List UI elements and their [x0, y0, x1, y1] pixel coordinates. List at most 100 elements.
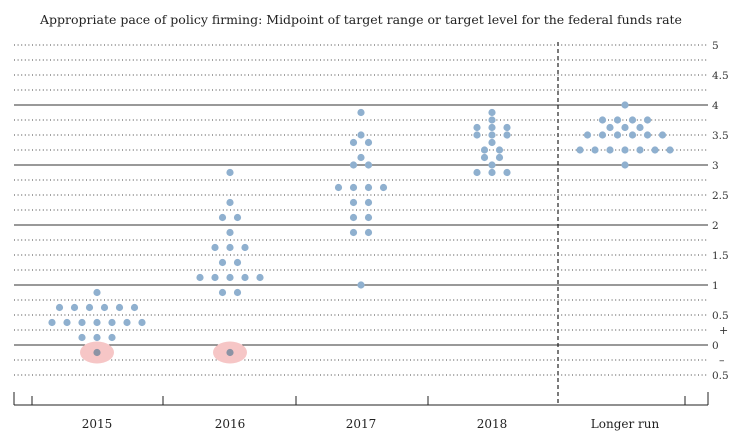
dot-2017 — [364, 138, 373, 147]
dot-2015 — [130, 303, 139, 312]
dot-longer-run — [621, 123, 629, 132]
y-sign-label: + — [719, 324, 728, 337]
dot-longer-run — [628, 131, 637, 139]
dot-2017 — [364, 183, 373, 192]
dot-2016 — [211, 273, 219, 282]
dot-2018 — [495, 153, 504, 162]
y-tick-label: 4.5 — [712, 70, 729, 82]
dot-2015 — [108, 333, 116, 342]
dot-2018 — [480, 146, 489, 154]
dot-2015 — [78, 333, 86, 342]
dot-longer-run — [598, 131, 607, 139]
dot-2018 — [480, 153, 489, 162]
dot-2017 — [357, 153, 365, 162]
x-tick-labels: 2015 2016 2017 2018 Longer run — [82, 417, 660, 431]
dot-2016 — [241, 273, 249, 282]
dot-longer-run — [598, 116, 607, 124]
dot-longer-run — [606, 146, 614, 154]
dot-2016 — [226, 273, 234, 282]
dot-2015 — [48, 318, 56, 327]
y-tick-label: 0.5 — [712, 370, 729, 382]
dot-2017 — [379, 183, 388, 192]
y-tick-label: 4 — [712, 100, 719, 112]
dot-2018 — [488, 131, 496, 139]
dot-longer-run — [613, 116, 622, 124]
dot-2016 — [241, 243, 249, 252]
dot-2016 — [226, 228, 234, 237]
y-tick-label: 1.5 — [712, 250, 729, 262]
dot-2017 — [357, 108, 365, 117]
dot-longer-run — [651, 146, 659, 154]
y-tick-label: 1 — [712, 280, 719, 292]
dot-longer-run — [621, 161, 629, 169]
dot-longer-run — [666, 146, 674, 154]
dot-2017 — [349, 213, 358, 222]
dot-2017 — [334, 183, 343, 192]
dot-longer-run — [643, 131, 652, 139]
dot-2015 — [78, 318, 86, 327]
x-tick-label: 2017 — [346, 417, 377, 431]
dot-longer-run — [636, 146, 644, 154]
chart-title: Appropriate pace of policy firming: Midp… — [39, 12, 682, 27]
dot-2017 — [364, 213, 373, 222]
dot-2017 — [349, 228, 358, 237]
dot-2016 — [226, 168, 234, 177]
dot-2015 — [138, 318, 146, 327]
y-tick-label: 2.5 — [712, 190, 729, 202]
dot-longer-run — [583, 131, 592, 139]
dot-2015 — [115, 303, 124, 312]
dot-2016 — [226, 348, 234, 357]
x-tick-label: 2018 — [477, 417, 508, 431]
dot-longer-run — [591, 146, 599, 154]
dot-2016 — [233, 213, 242, 222]
dot-2016 — [196, 273, 204, 282]
dot-2015 — [108, 318, 116, 327]
dot-longer-run — [643, 116, 652, 124]
dot-2018 — [488, 161, 496, 169]
dot-2018 — [473, 123, 481, 132]
dot-2018 — [495, 146, 504, 154]
dot-2018 — [488, 168, 496, 177]
axes — [13, 42, 709, 406]
dot-2015 — [63, 318, 71, 327]
dot-2018 — [503, 131, 511, 139]
y-tick-label: 2 — [712, 220, 719, 232]
dot-longer-run — [606, 123, 614, 132]
dot-2015 — [93, 333, 101, 342]
y-tick-label: 3 — [712, 160, 719, 172]
dot-2015 — [55, 303, 64, 312]
dot-2015 — [93, 348, 101, 357]
dot-2017 — [357, 131, 365, 139]
dot-longer-run — [621, 146, 629, 154]
dot-2017 — [349, 138, 358, 147]
dot-2017 — [349, 198, 358, 207]
y-tick-label: 0.5 — [712, 310, 729, 322]
dot-longer-run — [636, 123, 644, 132]
y-tick-label: 5 — [712, 40, 719, 52]
y-tick-labels: 5 4.5 4 3.5 3 2.5 2 1.5 1 0.5 0 0.5 + – — [712, 40, 729, 382]
y-sign-label: – — [719, 354, 725, 367]
dot-2018 — [473, 131, 481, 139]
dot-2016 — [211, 243, 219, 252]
dot-2016 — [233, 258, 242, 267]
x-tick-label: Longer run — [591, 417, 660, 431]
dot-2017 — [349, 161, 358, 169]
dot-2017 — [364, 161, 373, 169]
y-tick-label: 3.5 — [712, 130, 729, 142]
dot-2016 — [218, 258, 227, 267]
dot-2016 — [218, 288, 227, 297]
dot-longer-run — [613, 131, 622, 139]
dot-2018 — [503, 168, 511, 177]
dot-2018 — [488, 123, 496, 132]
dot-longer-run — [621, 101, 629, 109]
gridlines — [14, 44, 708, 376]
x-tick-label: 2016 — [215, 417, 246, 431]
dot-2015 — [93, 318, 101, 327]
dot-2015 — [70, 303, 79, 312]
data-dots — [48, 101, 674, 357]
dot-2018 — [503, 123, 511, 132]
dot-2017 — [349, 183, 358, 192]
dot-2017 — [364, 228, 373, 237]
dot-2017 — [364, 198, 373, 207]
